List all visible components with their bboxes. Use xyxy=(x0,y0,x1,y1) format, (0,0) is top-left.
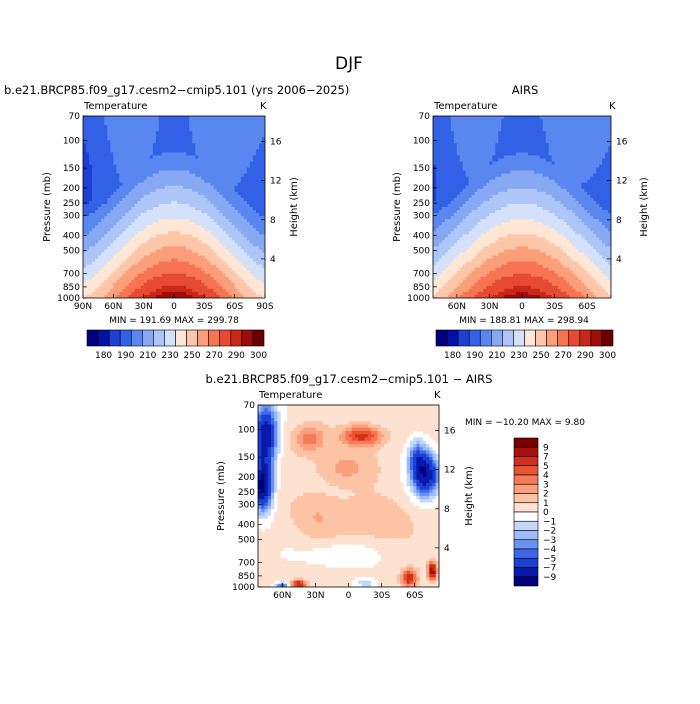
y-tick-label: 100 xyxy=(63,136,80,146)
y2-tick-label: 4 xyxy=(270,255,276,265)
y-tick-label: 70 xyxy=(69,112,81,122)
y-tick-label: 400 xyxy=(63,231,80,241)
panel-model: b.e21.BRCP85.f09_g17.cesm2−cmip5.101 (yr… xyxy=(4,83,349,326)
x-tick-label: 60N xyxy=(104,302,122,312)
y2-tick-label: 16 xyxy=(270,138,282,148)
y-tick-label: 300 xyxy=(63,212,80,222)
x-tick-label: 90N xyxy=(74,302,92,312)
y-tick-label: 200 xyxy=(63,184,80,194)
panel-obs-units: K xyxy=(609,101,616,112)
panel-obs-variable: Temperature xyxy=(433,101,497,112)
pressure-axis-label-model: Pressure (mb) xyxy=(42,172,53,242)
y2-tick-label: 8 xyxy=(270,216,276,226)
panel-obs: AIRS Temperature K 701001502002503004005… xyxy=(392,83,650,326)
y2-tick-label: 12 xyxy=(270,177,281,187)
panel-model-minmax: MIN = 191.69 MAX = 299.78 xyxy=(109,316,239,326)
panel-model-units: K xyxy=(260,101,267,112)
panel-obs-title: AIRS xyxy=(512,83,539,97)
y-tick-label: 850 xyxy=(63,283,80,293)
x-tick-label: 30N xyxy=(135,302,153,312)
y-tick-label: 250 xyxy=(63,199,80,209)
season-title: DJF xyxy=(335,54,363,74)
x-tick-label: 0 xyxy=(171,302,177,312)
x-tick-label: 60S xyxy=(226,302,243,312)
y-tick-label: 150 xyxy=(63,164,80,174)
panel-model-title: b.e21.BRCP85.f09_g17.cesm2−cmip5.101 (yr… xyxy=(4,83,349,97)
height-axis-label-model: Height (km) xyxy=(289,177,300,237)
panel-model-variable: Temperature xyxy=(83,101,147,112)
x-tick-label: 90S xyxy=(256,302,273,312)
contour-plot-obs xyxy=(433,116,612,299)
contour-plot-model xyxy=(83,116,266,299)
y-tick-label: 500 xyxy=(63,247,80,257)
x-tick-label: 30S xyxy=(196,302,213,312)
y-tick-label: 700 xyxy=(63,270,80,280)
